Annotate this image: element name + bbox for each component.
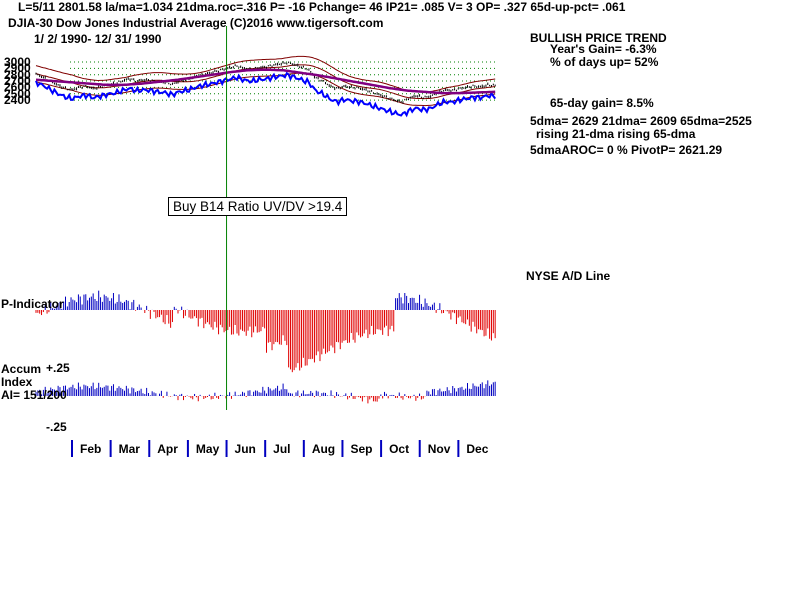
month-label-Dec: Dec bbox=[466, 442, 489, 456]
month-label-Nov: Nov bbox=[427, 442, 451, 456]
month-label-Oct: Oct bbox=[389, 442, 410, 456]
gain-65: 65-day gain= 8.5% bbox=[550, 96, 654, 110]
y-tick-label-2800: 2800 bbox=[4, 67, 31, 82]
y-tick-label-2500: 2500 bbox=[4, 86, 31, 101]
header-line1: L=5/11 2801.58 la/ma=1.034 21dma.roc=.31… bbox=[18, 0, 626, 14]
y-tick-label-3000: 3000 bbox=[4, 55, 31, 69]
y-tick-label-2400: 2400 bbox=[4, 93, 31, 108]
accum-plus-label: +.25 bbox=[46, 361, 70, 375]
index-label: Index bbox=[1, 375, 33, 389]
month-label-Mar: Mar bbox=[118, 442, 140, 456]
dma-values: 5dma= 2629 21dma= 2609 65dma=2525 bbox=[530, 114, 752, 128]
accum-label: Accum bbox=[1, 362, 42, 376]
header-line3: 1/ 2/ 1990- 12/ 31/ 1990 bbox=[34, 32, 162, 46]
days-up: % of days up= 52% bbox=[550, 55, 659, 69]
y-tick-label-2600: 2600 bbox=[4, 80, 31, 95]
signal-box: Buy B14 Ratio UV/DV >19.4 bbox=[168, 197, 348, 216]
month-label-Jun: Jun bbox=[234, 442, 256, 456]
ma65-line bbox=[35, 68, 496, 95]
ad-line-label: NYSE A/D Line bbox=[526, 269, 611, 283]
aroc-pivot: 5dmaAROC= 0 % PivotP= 2621.29 bbox=[530, 143, 723, 157]
ma21-line bbox=[35, 64, 496, 100]
rising-dma: rising 21-dma rising 65-dma bbox=[536, 127, 696, 141]
y-tick-label-2900: 2900 bbox=[4, 61, 31, 76]
month-label-Apr: Apr bbox=[157, 442, 178, 456]
signal-text: Buy B14 Ratio UV/DV >19.4 bbox=[173, 199, 343, 214]
p-indicator-label: P-Indicator bbox=[1, 297, 64, 311]
month-label-Aug: Aug bbox=[311, 442, 336, 456]
header-line2: DJIA-30 Dow Jones Industrial Average (C)… bbox=[8, 16, 384, 30]
ad-line bbox=[35, 71, 497, 118]
month-label-Feb: Feb bbox=[80, 442, 102, 456]
ai-label: AI= 151/200 bbox=[1, 388, 67, 402]
month-label-Jul: Jul bbox=[273, 442, 291, 456]
years-gain: Year's Gain= -6.3% bbox=[550, 42, 657, 56]
accum-minus-label: -.25 bbox=[46, 420, 67, 434]
trend-title: BULLISH PRICE TREND bbox=[530, 31, 667, 45]
month-label-May: May bbox=[195, 442, 220, 456]
month-label-Sep: Sep bbox=[350, 442, 373, 456]
y-tick-label-2700: 2700 bbox=[4, 74, 31, 89]
